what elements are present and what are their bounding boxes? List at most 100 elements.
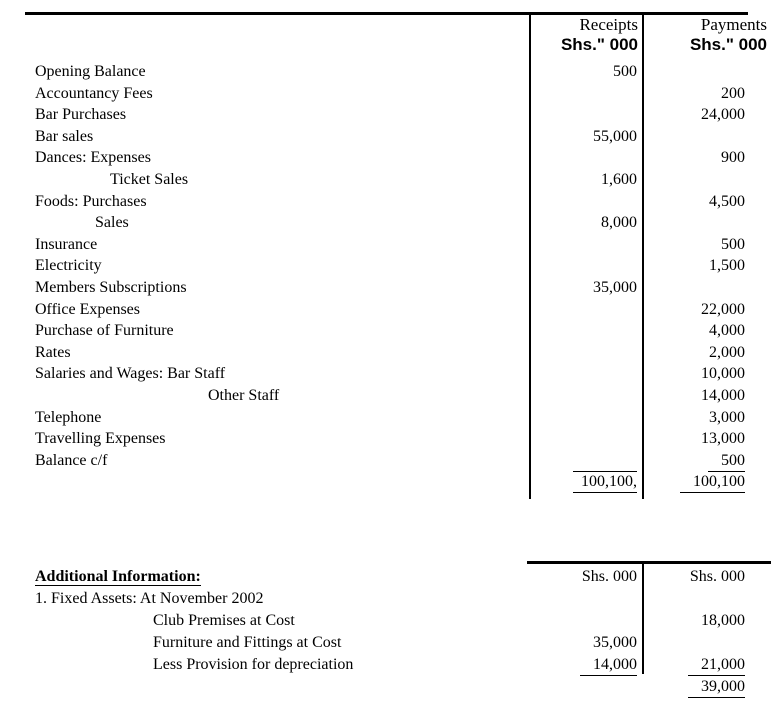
payments-value: 3,000 <box>709 408 745 426</box>
col2-value: 39,000 <box>688 677 745 698</box>
payments-cell: 200 <box>650 83 745 105</box>
additional-vertical-rule <box>642 563 644 674</box>
col2-value: 21,000 <box>688 655 745 676</box>
payments-cell: 2,000 <box>650 342 745 364</box>
additional-information-heading-text: Additional Information: <box>35 568 201 586</box>
col2-value: 18,000 <box>701 612 745 629</box>
payments-column-title: Payments <box>700 15 767 34</box>
table-row: Ticket Sales 1,600 <box>0 169 783 191</box>
payments-cell: 3,000 <box>650 407 745 429</box>
additional-col2-unit: Shs. 000 <box>689 568 745 585</box>
row-label: Club Premises at Cost <box>153 612 295 629</box>
col1-cell <box>540 676 637 698</box>
col2-cell: 39,000 <box>650 676 745 698</box>
row-label: Electricity <box>35 257 102 275</box>
receipts-value: 55,000 <box>593 127 637 145</box>
receipts-cell <box>540 385 637 407</box>
row-label: Balance c/f <box>35 451 108 469</box>
payments-cell <box>650 212 745 234</box>
table-row: Bar sales 55,000 <box>0 126 783 148</box>
receipts-cell: 100,100, <box>540 471 637 494</box>
receipts-value: 35,000 <box>593 279 637 296</box>
col2-cell: 18,000 <box>650 610 745 632</box>
row-label: Insurance <box>35 235 98 253</box>
table-row: Electricity 1,500 <box>0 255 783 277</box>
col1-value: 14,000 <box>580 655 637 676</box>
payments-value: 2,000 <box>709 343 745 361</box>
row-label: Salaries and Wages: Bar Staff <box>35 365 226 383</box>
payments-cell: 24,000 <box>650 104 745 126</box>
row-label: Ticket Sales <box>110 171 189 188</box>
payments-column-unit: Shs." 000 <box>689 35 767 54</box>
receipts-cell: 8,000 <box>540 212 637 234</box>
receipts-cell <box>540 320 637 342</box>
payments-cell: 4,000 <box>650 320 745 342</box>
receipts-value: 100,100, <box>573 471 637 494</box>
ledger-middle-vertical-rule <box>642 12 644 499</box>
table-row: Bar Purchases 24,000 <box>0 104 783 126</box>
table-total-row: 39,000 <box>0 676 783 698</box>
receipts-cell: 55,000 <box>540 126 637 148</box>
table-row: Furniture and Fittings at Cost 35,000 <box>0 632 783 654</box>
column-header-payments: Payments Shs." 000 <box>655 15 767 55</box>
payments-cell <box>650 126 745 148</box>
payments-cell: 500 <box>650 234 745 256</box>
table-row: 1. Fixed Assets: At November 2002 <box>0 588 783 610</box>
row-label: Purchase of Furniture <box>35 322 174 340</box>
row-label: Rates <box>35 343 71 361</box>
payments-value: 100,100 <box>680 472 745 494</box>
additional-col1-unit: Shs. 000 <box>581 568 637 585</box>
payments-cell: 500 <box>650 450 745 472</box>
payments-cell: 22,000 <box>650 299 745 321</box>
table-row: Club Premises at Cost 18,000 <box>0 610 783 632</box>
receipts-cell <box>540 363 637 385</box>
payments-cell <box>650 169 745 191</box>
table-row: Balance c/f 500 <box>0 450 783 472</box>
payments-cell <box>650 61 745 83</box>
receipts-cell <box>540 450 637 472</box>
col1-cell: 14,000 <box>540 654 637 676</box>
row-label: Other Staff <box>208 387 280 404</box>
payments-cell: 1,500 <box>650 255 745 277</box>
row-label: Less Provision for depreciation <box>153 656 354 673</box>
receipts-cell <box>540 428 637 450</box>
row-label: 1. Fixed Assets: At November 2002 <box>35 590 264 607</box>
receipts-cell: 35,000 <box>540 277 637 299</box>
col1-cell <box>540 610 637 632</box>
table-row: Insurance 500 <box>0 234 783 256</box>
receipts-value: 500 <box>613 63 637 80</box>
row-label: Travelling Expenses <box>35 430 166 448</box>
row-label: Bar Purchases <box>35 106 127 124</box>
ledger-top-rule <box>25 12 748 15</box>
row-label: Office Expenses <box>35 300 140 318</box>
column-header-receipts: Receipts Shs." 000 <box>535 15 638 55</box>
payments-value: 500 <box>721 235 745 253</box>
payments-value: 22,000 <box>701 300 745 318</box>
row-label: Accountancy Fees <box>35 84 153 102</box>
col2-cell <box>650 632 745 654</box>
receipts-cell <box>540 342 637 364</box>
table-row: Purchase of Furniture 4,000 <box>0 320 783 342</box>
table-row: Office Expenses 22,000 <box>0 299 783 321</box>
payments-cell: 10,000 <box>650 363 745 385</box>
payments-value: 4,500 <box>709 192 745 210</box>
ledger-left-vertical-rule <box>529 12 531 499</box>
payments-value: 200 <box>721 84 745 102</box>
payments-value: 10,000 <box>701 365 745 383</box>
receipts-cell <box>540 191 637 213</box>
row-label: Foods: Purchases <box>35 192 147 210</box>
row-label: Telephone <box>35 408 102 426</box>
row-label: Members Subscriptions <box>35 279 187 296</box>
table-row: Telephone 3,000 <box>0 407 783 429</box>
table-row: Sales 8,000 <box>0 212 783 234</box>
payments-value: 500 <box>708 451 745 472</box>
row-label: Furniture and Fittings at Cost <box>153 634 342 651</box>
table-row: Members Subscriptions 35,000 <box>0 277 783 299</box>
receipts-cell <box>540 147 637 169</box>
row-label: Sales <box>95 214 129 232</box>
table-row: Travelling Expenses 13,000 <box>0 428 783 450</box>
table-row: Dances: Expenses 900 <box>0 147 783 169</box>
receipts-cell <box>540 255 637 277</box>
table-row: Accountancy Fees 200 <box>0 83 783 105</box>
table-total-row: 100,100, 100,100 <box>0 471 783 494</box>
